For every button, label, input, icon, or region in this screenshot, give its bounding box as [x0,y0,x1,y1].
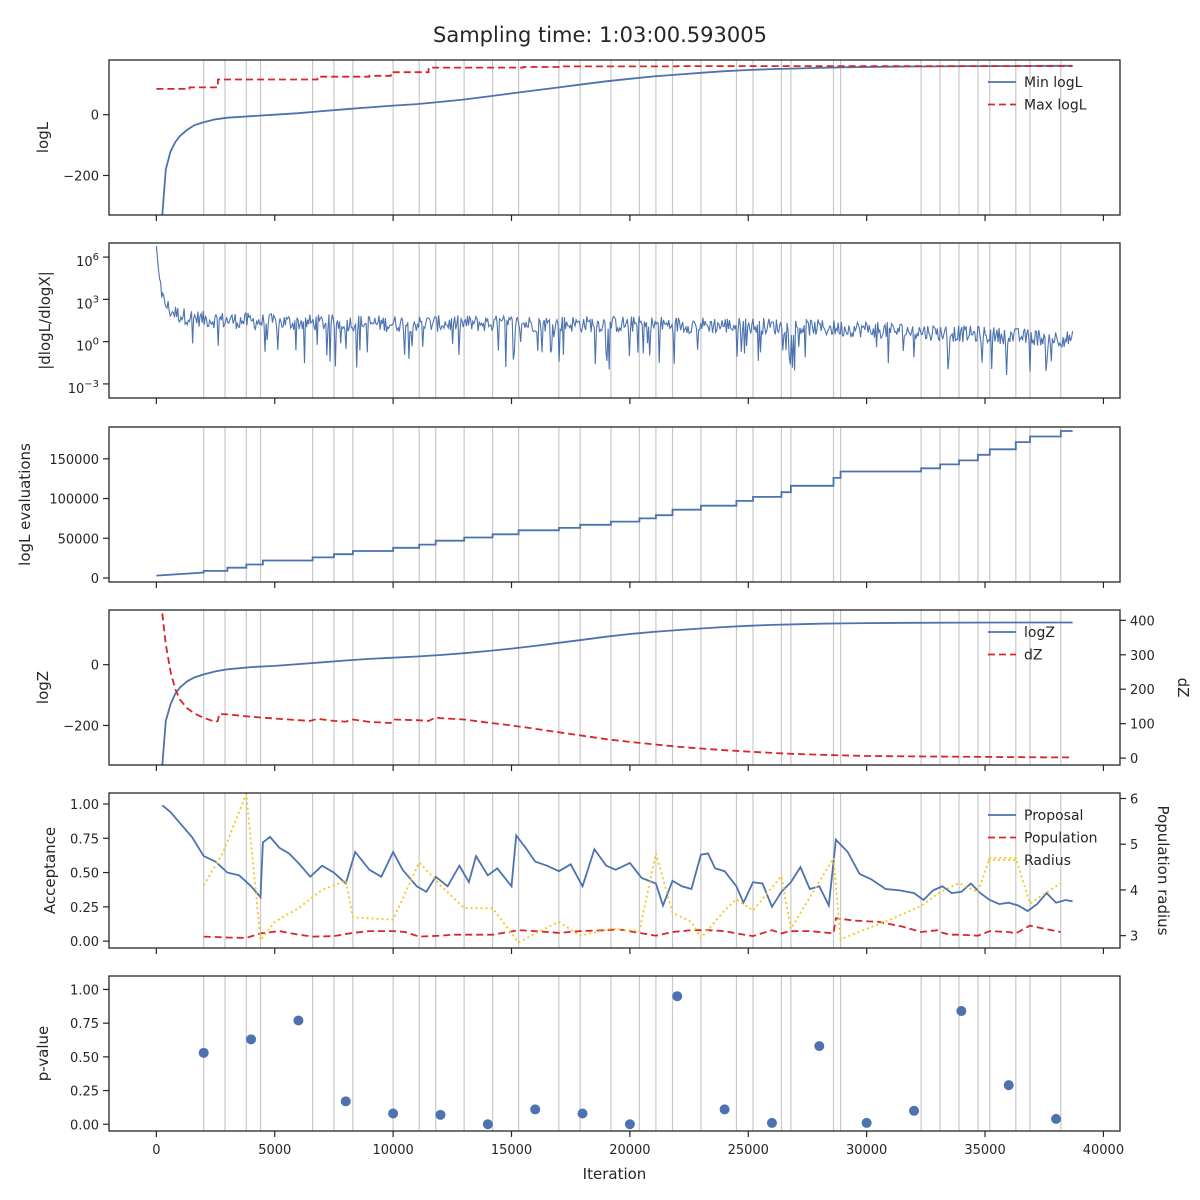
data-point [766,1117,777,1128]
y-tick-label-right: 0 [1130,752,1138,767]
y-tick-label: 1.00 [70,983,99,998]
y-axis-label: logZ [34,671,52,704]
y-tick-label-right: 3 [1130,930,1138,945]
y-tick-label: 1.00 [70,798,99,813]
panels: −200 0 logL Min logL Max logL 10−3 100 103 106 |d… [16,59,1192,1158]
series-line [202,793,1062,944]
data-point [624,1119,635,1130]
data-point [435,1109,446,1120]
y-tick-label-right: 100 [1130,718,1155,733]
x-tick-label: 15000 [491,1143,532,1158]
y-tick-label-right: 200 [1130,683,1155,698]
legend-entry: Proposal [1024,808,1083,824]
y-tick-label: −200 [63,169,99,184]
legend-entry: Min logL [1024,75,1083,91]
y-tick-label-right: 300 [1130,649,1155,664]
series-line [161,621,1073,766]
panel-2: 10−3 100 103 106 |dlogL/dlogX| [36,242,1121,404]
data-point [672,991,683,1002]
y-tick-label: 0.50 [70,1051,99,1066]
data-point [198,1047,209,1058]
x-tick-label: 20000 [609,1143,650,1158]
data-point [861,1117,872,1128]
x-tick-label: 30000 [846,1143,887,1158]
series-line [161,64,1073,216]
legend-entry: Max logL [1024,98,1087,114]
series-line [203,917,1061,939]
figure-title: Sampling time: 1:03:00.593005 [433,23,767,47]
y-tick-label: 50000 [58,532,99,547]
data-point [246,1034,257,1045]
data-point [388,1108,399,1119]
x-tick-label: 0 [152,1143,160,1158]
panel-5: 0.00 0.25 0.50 0.75 1.00 3 4 5 6 Acceptance Popula… [41,792,1172,954]
y-tick-label-right: 400 [1130,614,1155,629]
axes-frame [108,59,1121,216]
legend-entry: logZ [1024,625,1055,641]
y-tick-label-right: 4 [1130,884,1138,899]
data-point [956,1006,967,1017]
panel-4: −200 0 0 100 200 300 400 logZ dZ logZ dZ [34,609,1192,771]
y-tick-label: 0 [91,659,99,674]
legend-entry: Radius [1024,853,1071,869]
x-axis-label: Iteration [583,1165,647,1183]
legend-entry: dZ [1024,648,1042,664]
data-point [719,1104,730,1115]
series-line [156,430,1073,577]
panel-6: 0.00 0.25 0.50 0.75 1.00 0 5000 10000 15000 20000… [34,975,1124,1158]
series-line [155,246,1074,376]
data-point [1051,1113,1062,1124]
y-tick-label: 150000 [49,453,99,468]
x-tick-label: 40000 [1083,1143,1124,1158]
axes-frame [108,975,1121,1132]
y-tick-label: 100000 [49,493,99,508]
y-tick-label: 0.25 [70,901,99,916]
y-tick-label: 106 [76,252,99,270]
y-tick-label-right: 5 [1130,838,1138,853]
series-line [161,804,1073,913]
y-axis-label: logL [34,121,52,153]
data-point [909,1105,920,1116]
y-tick-label: 0.25 [70,1085,99,1100]
data-point [1003,1080,1014,1091]
data-point [814,1041,825,1052]
data-point [293,1015,304,1026]
axes-frame [108,792,1121,949]
y-tick-label: 0.00 [70,935,99,950]
series-line [161,613,1073,759]
y-tick-label: −200 [63,719,99,734]
y-axis-label: p-value [34,1026,52,1082]
y-axis-label: |dlogL/dlogX| [36,271,54,370]
series-line [156,65,1073,90]
panel-3: 0 50000 100000 150000 logL evaluations [16,426,1121,588]
y-tick-label: 0.75 [70,832,99,847]
x-tick-label: 25000 [728,1143,769,1158]
y-tick-label-right: 6 [1130,792,1138,807]
y-tick-label: 0.75 [70,1017,99,1032]
y-tick-label: 0 [91,109,99,124]
y-axis-label-right: dZ [1174,678,1192,698]
y-tick-label: 10−3 [68,379,99,397]
legend-entry: Population [1024,831,1098,847]
axes-frame [108,426,1121,583]
axes-frame [108,609,1121,766]
y-tick-label: 0 [91,572,99,587]
x-tick-label: 5000 [258,1143,291,1158]
data-point [577,1108,588,1119]
data-point [482,1119,493,1130]
axes-frame [108,242,1121,399]
x-tick-label: 10000 [372,1143,413,1158]
y-axis-label: logL evaluations [16,443,34,566]
y-axis-label-right: Population radius [1154,806,1172,936]
y-tick-label: 100 [76,337,99,355]
y-axis-label: Acceptance [41,827,59,914]
data-point [340,1096,351,1107]
y-tick-label: 0.50 [70,867,99,882]
y-tick-label: 103 [76,294,99,312]
panel-1: −200 0 logL Min logL Max logL [34,59,1121,221]
x-tick-label: 35000 [964,1143,1005,1158]
y-tick-label: 0.00 [70,1118,99,1133]
data-point [530,1104,541,1115]
